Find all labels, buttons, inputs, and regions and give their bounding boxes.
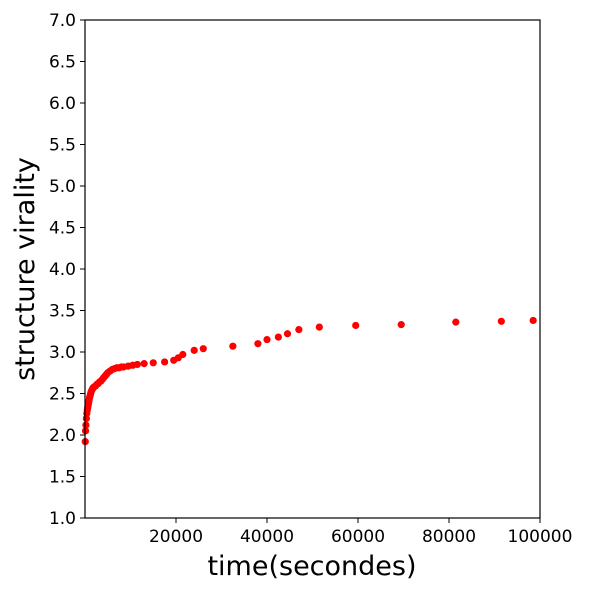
x-tick-label: 100000 [508,527,573,547]
x-axis-label: time(secondes) [207,551,416,582]
y-tick-label: 1.5 [49,468,76,488]
data-point [190,346,198,354]
data-point [295,325,303,334]
y-tick-label: 3.5 [49,302,76,322]
data-point [254,340,262,348]
x-tick-label: 60000 [331,527,385,547]
y-tick-label: 4.0 [49,260,76,280]
y-tick-label: 6.0 [49,94,76,114]
data-point [149,359,157,367]
x-tick-label: 20000 [149,527,203,547]
data-point [452,318,460,326]
y-tick-label: 2.5 [49,385,76,405]
data-point [133,360,141,369]
data-point [263,335,271,344]
data-point [140,360,148,368]
y-tick-label: 6.5 [49,53,76,73]
data-point [397,321,405,329]
data-point [529,316,537,325]
data-point [82,421,90,429]
data-point [199,345,207,353]
y-axis-ticks: 1.0 1.5 2.0 2.5 3.0 3.5 4.0 4.5 5.0 5.5 6.0 6.5 7.0 [49,11,85,529]
y-tick-label: 7.0 [49,11,76,31]
y-tick-label: 1.0 [49,509,76,529]
y-axis-label: structure virality [10,157,41,381]
data-point [315,323,323,331]
data-points-layer [81,316,537,446]
data-point [229,342,237,350]
data-point [352,321,360,330]
x-tick-label: 80000 [422,527,476,547]
y-tick-label: 4.5 [49,219,76,239]
y-tick-label: 5.0 [49,177,76,197]
data-point [283,330,292,338]
data-point [274,333,282,341]
y-tick-label: 3.0 [49,343,76,363]
data-point [179,350,187,359]
x-axis-ticks: 20000 40000 60000 80000 100000 [149,518,573,547]
data-point [497,317,505,325]
x-tick-label: 40000 [240,527,294,547]
y-tick-label: 2.0 [49,426,76,446]
plot-frame [84,19,541,519]
y-tick-label: 5.5 [49,136,76,156]
data-point [161,358,169,366]
